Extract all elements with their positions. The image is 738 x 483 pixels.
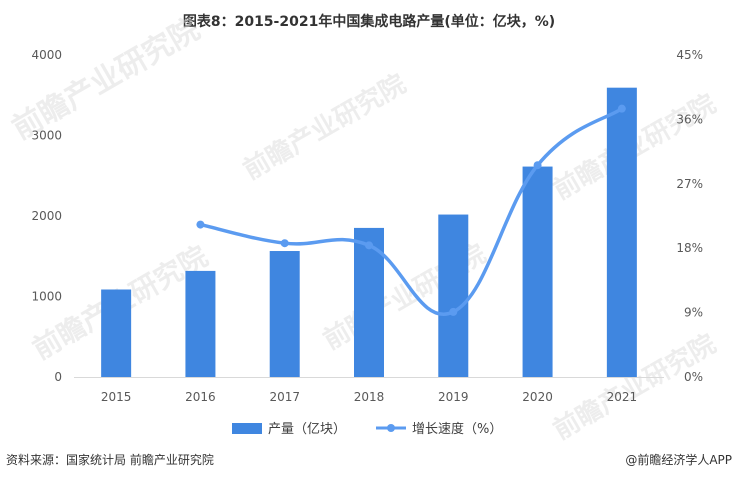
x-axis-tick: 2020 bbox=[522, 390, 553, 404]
left-axis-tick: 0 bbox=[54, 370, 62, 384]
right-axis-tick: 36% bbox=[676, 112, 703, 126]
right-axis-tick: 45% bbox=[676, 48, 703, 62]
growth-point bbox=[280, 239, 289, 248]
x-axis-ticks: 2015 2016 2017 2018 2019 2020 2021 bbox=[101, 390, 637, 404]
growth-point bbox=[533, 161, 542, 170]
line-series bbox=[196, 104, 626, 316]
bar-2015 bbox=[101, 289, 132, 377]
left-axis-tick: 1000 bbox=[31, 290, 62, 304]
right-axis-tick: 0% bbox=[684, 370, 703, 384]
x-axis-tick: 2017 bbox=[269, 390, 300, 404]
growth-point bbox=[617, 104, 626, 113]
bar-2017 bbox=[269, 251, 300, 377]
right-axis-tick: 27% bbox=[676, 177, 703, 191]
growth-point bbox=[365, 241, 373, 250]
legend-bar-label: 产量（亿块） bbox=[268, 422, 346, 437]
growth-point bbox=[196, 220, 205, 229]
bar-2019 bbox=[438, 214, 469, 377]
left-axis-tick: 4000 bbox=[31, 48, 62, 62]
watermark-text: 前瞻产业研究院 bbox=[238, 68, 411, 186]
x-axis-tick: 2015 bbox=[101, 390, 132, 404]
legend-bar-swatch bbox=[232, 423, 262, 434]
chart-title: 图表8：2015-2021年中国集成电路产量(单位：亿块，%) bbox=[183, 13, 555, 30]
right-axis-tick: 18% bbox=[676, 241, 703, 255]
left-axis-ticks: 0 1000 2000 3000 4000 bbox=[31, 48, 62, 384]
legend: 产量（亿块） 增长速度（%） bbox=[232, 421, 502, 437]
footer-source: 资料来源：国家统计局 前瞻产业研究院 bbox=[6, 453, 214, 467]
watermark-text: 前瞻产业研究院 bbox=[7, 12, 206, 147]
right-axis-tick: 9% bbox=[684, 306, 703, 320]
right-axis-ticks: 0% 9% 18% 27% 36% 45% bbox=[676, 48, 703, 384]
bar-2021 bbox=[606, 87, 637, 378]
x-axis-tick: 2016 bbox=[185, 390, 216, 404]
left-axis-tick: 3000 bbox=[31, 129, 62, 143]
bar-2016 bbox=[185, 270, 216, 377]
legend-line-dot bbox=[387, 424, 395, 432]
growth-point bbox=[449, 307, 458, 316]
left-axis-tick: 2000 bbox=[31, 209, 62, 223]
x-axis-tick: 2018 bbox=[354, 390, 385, 404]
bar-2020 bbox=[522, 166, 553, 377]
legend-line-label: 增长速度（%） bbox=[412, 421, 502, 437]
x-axis-tick: 2019 bbox=[438, 390, 469, 404]
bar-series bbox=[101, 87, 637, 378]
footer-brand: @前瞻经济学人APP bbox=[625, 453, 732, 467]
x-axis-tick: 2021 bbox=[607, 390, 638, 404]
